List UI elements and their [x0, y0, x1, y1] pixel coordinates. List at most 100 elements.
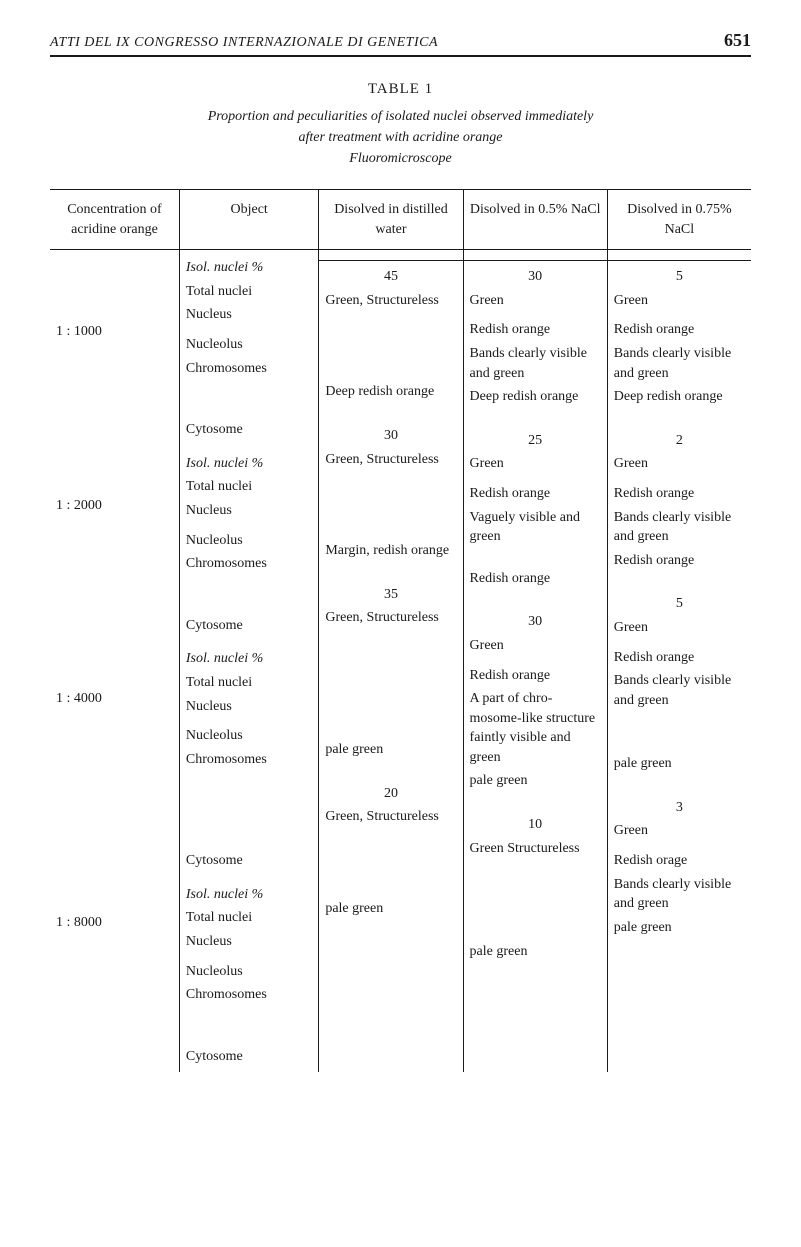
isol-nuclei-label: Isol. nuclei %: [180, 256, 318, 280]
concentration-value: 1 : 8000: [50, 911, 179, 935]
total-value: 30: [319, 424, 462, 448]
total-value: 10: [464, 813, 607, 837]
cytosome-value: pale green: [464, 769, 607, 793]
total-nuclei-label: Total nuclei: [180, 280, 318, 304]
data-table: Concentration of acridine orange Object …: [50, 189, 751, 1072]
nucleus-label: Nucleus: [180, 303, 318, 327]
total-value: 2: [608, 429, 751, 453]
table-title: TABLE 1: [50, 81, 751, 98]
nucleus-value: Green: [608, 289, 751, 313]
chromosomes-label: Chromosomes: [180, 357, 318, 381]
nucleolus-label: Nucleolus: [180, 529, 318, 553]
nucleus-value: Green Structureless: [464, 837, 607, 861]
nucleus-value: Green, Structureless: [319, 289, 462, 313]
cytosome-value: Deep redish orange: [608, 385, 751, 409]
chromosomes-value: Bands clearly visible and green: [608, 506, 751, 549]
col-header-nacl-075: Disolved in 0.75% NaCl: [608, 190, 751, 249]
nucleus-value: Green: [464, 289, 607, 313]
caption-line-2: after treatment with acridine orange: [298, 130, 502, 145]
cell-divider: [608, 260, 751, 261]
total-value: 30: [464, 265, 607, 289]
nucleus-value: Green: [608, 616, 751, 640]
chromosomes-label: Chromosomes: [180, 748, 318, 772]
total-value: 35: [319, 583, 462, 607]
page-header: ATTI DEL IX CONGRESSO INTERNAZIONALE DI …: [50, 30, 751, 57]
total-nuclei-label: Total nuclei: [180, 671, 318, 695]
nucleolus-label: Nucleolus: [180, 724, 318, 748]
total-nuclei-label: Total nuclei: [180, 906, 318, 930]
concentration-value: 1 : 4000: [50, 687, 179, 711]
concentration-value: 1 : 1000: [50, 320, 179, 344]
cytosome-value: pale green: [319, 897, 462, 921]
chromosomes-value: Bands clearly visible and green: [608, 669, 751, 712]
cytosome-value: Deep redish orange: [319, 380, 462, 404]
chromosomes-value: Vaguely visible and green: [464, 506, 607, 549]
col-header-concentration: Concentration of acridine orange: [50, 190, 179, 249]
col-header-nacl-05: Disolved in 0.5% NaCl: [464, 190, 607, 249]
total-value: 20: [319, 782, 462, 806]
table-body: 1 : 1000 1 : 2000 1 : 4000 1 : 8000 Isol…: [50, 250, 751, 1072]
total-value: 45: [319, 265, 462, 289]
nucleolus-value: Redish orange: [608, 646, 751, 670]
nucleus-value: Green, Structureless: [319, 606, 462, 630]
isol-nuclei-label: Isol. nuclei %: [180, 452, 318, 476]
concentration-column: 1 : 1000 1 : 2000 1 : 4000 1 : 8000: [50, 250, 179, 1072]
nucleolus-value: Redish orange: [464, 664, 607, 688]
chromosomes-value: A part of chro- mosome-like structure fa…: [464, 687, 607, 769]
cytosome-label: Cytosome: [180, 614, 318, 638]
nucleus-value: Green: [608, 452, 751, 476]
cytosome-value: pale green: [608, 916, 751, 940]
nucleolus-label: Nucleolus: [180, 333, 318, 357]
nucleolus-value: Redish orage: [608, 849, 751, 873]
total-nuclei-label: Total nuclei: [180, 475, 318, 499]
table-caption: Proportion and peculiarities of isolated…: [50, 106, 751, 169]
chromosomes-value: Bands clearly visible and green: [608, 873, 751, 916]
col-header-distilled: Disolved in distilled water: [319, 190, 462, 249]
page-number: 651: [724, 30, 751, 51]
nucleus-value: Green: [464, 634, 607, 658]
total-value: 5: [608, 592, 751, 616]
chromosomes-label: Chromosomes: [180, 983, 318, 1007]
total-value: 30: [464, 610, 607, 634]
cytosome-value: pale green: [608, 752, 751, 776]
nucleus-value: Green: [464, 452, 607, 476]
cell-divider: [464, 260, 607, 261]
chromosomes-value: Bands clearly visible and green: [608, 342, 751, 385]
object-column: Isol. nuclei % Total nuclei Nucleus Nucl…: [180, 250, 318, 1072]
nucleolus-value: Redish orange: [608, 318, 751, 342]
total-value: 5: [608, 265, 751, 289]
nucleolus-value: Redish orange: [464, 482, 607, 506]
running-title: ATTI DEL IX CONGRESSO INTERNAZIONALE DI …: [50, 35, 438, 51]
table-header-row: Concentration of acridine orange Object …: [50, 190, 751, 250]
cytosome-value: Deep redish orange: [464, 385, 607, 409]
caption-line-3: Fluoromicroscope: [349, 151, 451, 166]
concentration-value: 1 : 2000: [50, 494, 179, 518]
nucleolus-value: Redish orange: [464, 318, 607, 342]
cytosome-value: pale green: [464, 940, 607, 964]
cytosome-value: Margin, redish orange: [319, 539, 462, 563]
nacl-05-column: 30 Green Redish orange Bands clearly vis…: [464, 250, 607, 1072]
cytosome-value: Redish orange: [464, 567, 607, 591]
nucleus-label: Nucleus: [180, 930, 318, 954]
nucleus-value: Green, Structureless: [319, 805, 462, 829]
nucleolus-value: Redish orange: [608, 482, 751, 506]
cytosome-label: Cytosome: [180, 849, 318, 873]
total-value: 25: [464, 429, 607, 453]
nucleus-value: Green, Structureless: [319, 448, 462, 472]
nucleolus-label: Nucleolus: [180, 960, 318, 984]
isol-nuclei-label: Isol. nuclei %: [180, 647, 318, 671]
isol-nuclei-label: Isol. nuclei %: [180, 883, 318, 907]
cytosome-value: Redish orange: [608, 549, 751, 573]
nucleus-label: Nucleus: [180, 695, 318, 719]
cytosome-value: pale green: [319, 738, 462, 762]
cell-divider: [319, 260, 462, 261]
chromosomes-value: Bands clearly visible and green: [464, 342, 607, 385]
distilled-column: 45 Green, Structureless Deep redish oran…: [319, 250, 462, 1072]
nacl-075-column: 5 Green Redish orange Bands clearly visi…: [608, 250, 751, 1072]
nucleus-value: Green: [608, 819, 751, 843]
cytosome-label: Cytosome: [180, 1045, 318, 1069]
cytosome-label: Cytosome: [180, 418, 318, 442]
chromosomes-label: Chromosomes: [180, 552, 318, 576]
col-header-object: Object: [180, 190, 318, 249]
nucleus-label: Nucleus: [180, 499, 318, 523]
